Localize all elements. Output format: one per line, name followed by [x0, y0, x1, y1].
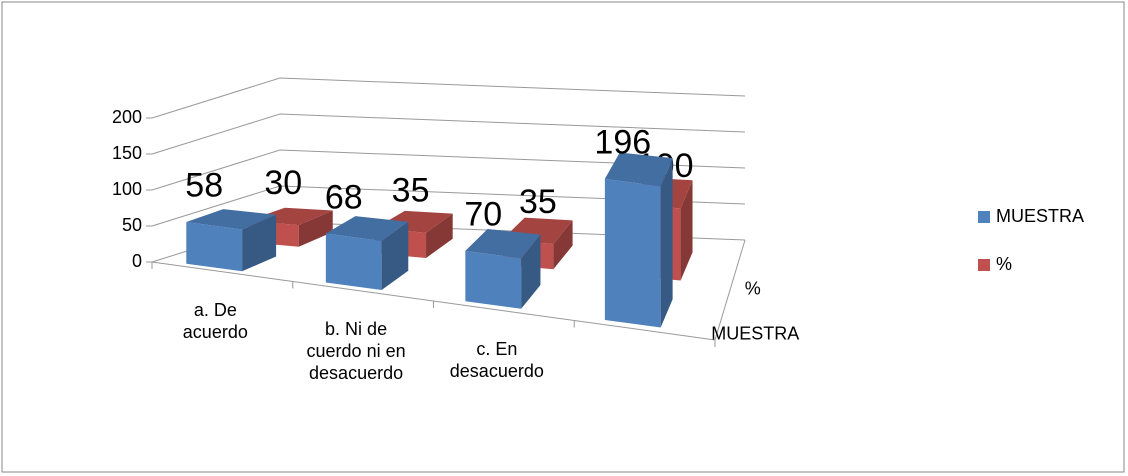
x-tick-label: c. En desacuerdo: [449, 338, 544, 381]
grid-line: [151, 77, 746, 119]
bar-front: [465, 250, 522, 309]
data-label: 196: [594, 124, 651, 162]
bar-top: [465, 228, 541, 259]
bar-side: [680, 180, 693, 281]
data-label: 58: [185, 167, 223, 205]
depth-axis: [714, 239, 746, 341]
bar-front: [604, 178, 661, 328]
legend-swatch: [978, 211, 990, 223]
data-label: 70: [464, 196, 502, 234]
y-tick-label: 150: [112, 143, 142, 163]
data-label: 30: [264, 164, 302, 202]
grid-line: [151, 185, 746, 227]
x-tick-label: a. De acuerdo: [182, 299, 248, 342]
bar-side: [426, 213, 453, 258]
depth-label: %: [745, 278, 761, 298]
legend-label: MUESTRA: [996, 206, 1084, 226]
bar-top: [604, 152, 673, 187]
grid-line: [151, 113, 746, 155]
depth-label: MUESTRA: [711, 323, 799, 343]
bar-front: [325, 233, 382, 290]
bar-front: [186, 221, 243, 272]
bar-side: [521, 234, 541, 309]
bar-side: [660, 158, 673, 328]
bar-side: [553, 220, 573, 270]
bar-top: [325, 216, 409, 242]
y-tick-label: 50: [122, 215, 142, 235]
x-tick-label: b. Ni de cuerdo ni en desacuerdo: [306, 319, 406, 384]
bar-side: [381, 221, 409, 290]
data-label: 35: [519, 183, 557, 221]
legend-swatch: [978, 259, 990, 271]
grid-line: [151, 149, 746, 191]
y-tick-label: 0: [132, 251, 142, 271]
legend-label: %: [996, 254, 1012, 274]
y-tick-label: 100: [112, 179, 142, 199]
y-tick-label: 200: [112, 107, 142, 127]
bar-top: [186, 209, 277, 230]
data-label: 35: [392, 172, 430, 210]
bar-side: [298, 210, 333, 247]
bar-side: [242, 214, 277, 272]
data-label: 68: [325, 178, 363, 216]
